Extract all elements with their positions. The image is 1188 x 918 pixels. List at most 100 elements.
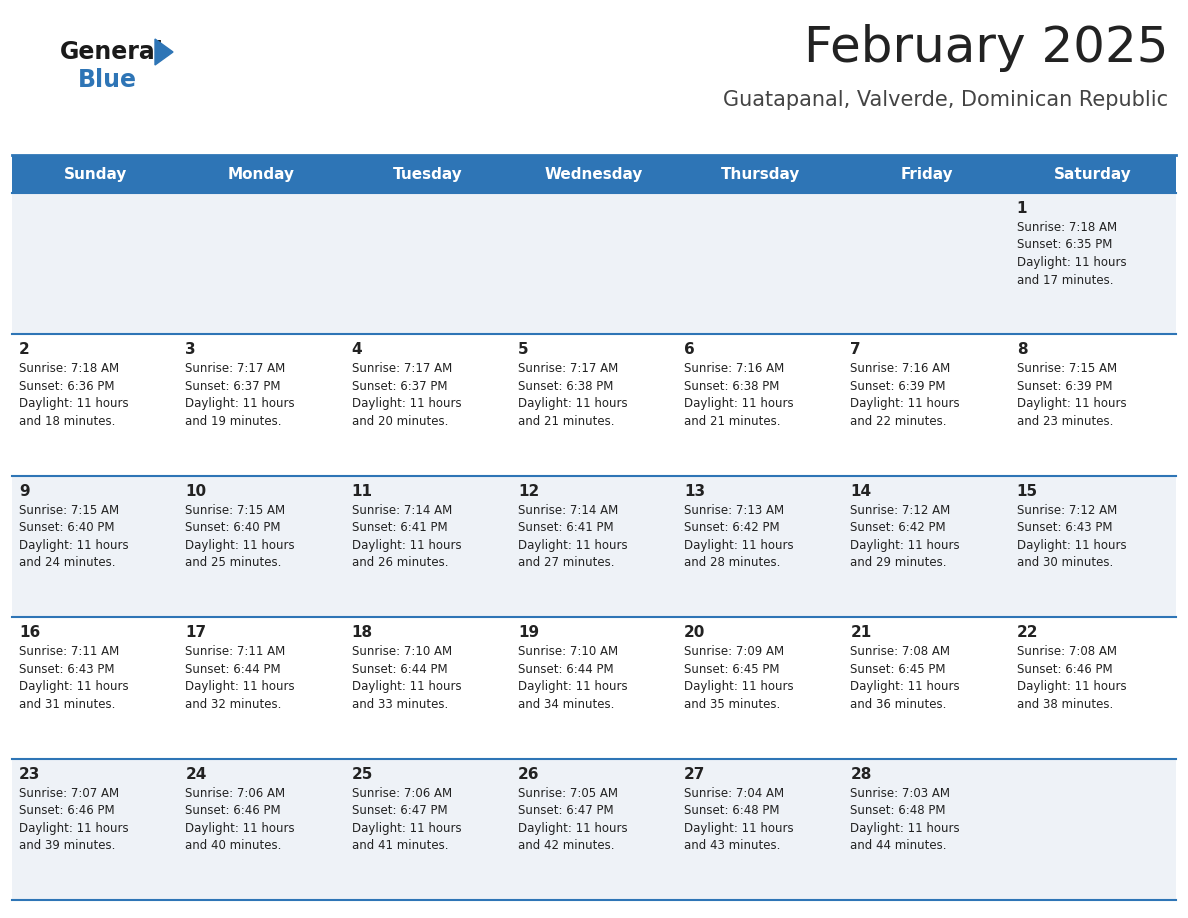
Text: and 29 minutes.: and 29 minutes. [851,556,947,569]
Text: Sunrise: 7:17 AM: Sunrise: 7:17 AM [518,363,618,375]
Text: and 22 minutes.: and 22 minutes. [851,415,947,428]
Text: 14: 14 [851,484,872,498]
Text: Monday: Monday [228,166,295,182]
Text: Friday: Friday [901,166,953,182]
Text: Sunrise: 7:17 AM: Sunrise: 7:17 AM [185,363,285,375]
Text: Tuesday: Tuesday [393,166,462,182]
Text: 15: 15 [1017,484,1038,498]
Text: Daylight: 11 hours: Daylight: 11 hours [684,822,794,834]
Text: Sunset: 6:46 PM: Sunset: 6:46 PM [185,804,280,817]
Text: Daylight: 11 hours: Daylight: 11 hours [1017,397,1126,410]
Bar [12,617,1176,758]
Bar [178,155,345,193]
Text: Sunrise: 7:15 AM: Sunrise: 7:15 AM [19,504,119,517]
Text: and 28 minutes.: and 28 minutes. [684,556,781,569]
Bar [12,334,1176,476]
Text: Daylight: 11 hours: Daylight: 11 hours [518,822,627,834]
Text: 16: 16 [19,625,40,640]
Text: Sunset: 6:43 PM: Sunset: 6:43 PM [19,663,114,676]
Text: and 38 minutes.: and 38 minutes. [1017,698,1113,711]
Text: Sunrise: 7:06 AM: Sunrise: 7:06 AM [185,787,285,800]
Text: Sunset: 6:41 PM: Sunset: 6:41 PM [352,521,447,534]
Text: Daylight: 11 hours: Daylight: 11 hours [352,397,461,410]
Polygon shape [154,39,173,65]
Text: Sunrise: 7:14 AM: Sunrise: 7:14 AM [352,504,451,517]
Text: Sunset: 6:46 PM: Sunset: 6:46 PM [19,804,114,817]
Text: 23: 23 [19,767,40,781]
Text: Sunset: 6:43 PM: Sunset: 6:43 PM [1017,521,1112,534]
Text: and 18 minutes.: and 18 minutes. [19,415,115,428]
Text: Daylight: 11 hours: Daylight: 11 hours [851,539,960,552]
Text: Blue: Blue [78,68,137,92]
Text: Daylight: 11 hours: Daylight: 11 hours [851,397,960,410]
Text: and 40 minutes.: and 40 minutes. [185,839,282,852]
Text: and 44 minutes.: and 44 minutes. [851,839,947,852]
Bar [677,155,843,193]
Text: and 42 minutes.: and 42 minutes. [518,839,614,852]
Text: Sunset: 6:44 PM: Sunset: 6:44 PM [185,663,280,676]
Text: 13: 13 [684,484,706,498]
Text: Daylight: 11 hours: Daylight: 11 hours [352,822,461,834]
Text: Sunset: 6:40 PM: Sunset: 6:40 PM [19,521,114,534]
Text: Sunset: 6:44 PM: Sunset: 6:44 PM [352,663,447,676]
Text: and 17 minutes.: and 17 minutes. [1017,274,1113,286]
Text: 17: 17 [185,625,207,640]
Text: Sunset: 6:39 PM: Sunset: 6:39 PM [1017,380,1112,393]
Text: and 32 minutes.: and 32 minutes. [185,698,282,711]
Text: Guatapanal, Valverde, Dominican Republic: Guatapanal, Valverde, Dominican Republic [722,90,1168,110]
Text: Daylight: 11 hours: Daylight: 11 hours [185,397,295,410]
Text: Daylight: 11 hours: Daylight: 11 hours [1017,680,1126,693]
Text: February 2025: February 2025 [803,24,1168,72]
Text: Daylight: 11 hours: Daylight: 11 hours [185,680,295,693]
Text: 7: 7 [851,342,861,357]
Text: 8: 8 [1017,342,1028,357]
Text: Sunrise: 7:16 AM: Sunrise: 7:16 AM [851,363,950,375]
Text: and 20 minutes.: and 20 minutes. [352,415,448,428]
Text: Sunset: 6:47 PM: Sunset: 6:47 PM [518,804,613,817]
Text: Sunset: 6:42 PM: Sunset: 6:42 PM [851,521,946,534]
Text: and 21 minutes.: and 21 minutes. [684,415,781,428]
Text: Sunset: 6:48 PM: Sunset: 6:48 PM [851,804,946,817]
Text: Daylight: 11 hours: Daylight: 11 hours [851,680,960,693]
Text: Sunset: 6:45 PM: Sunset: 6:45 PM [851,663,946,676]
Text: and 23 minutes.: and 23 minutes. [1017,415,1113,428]
Text: Daylight: 11 hours: Daylight: 11 hours [185,539,295,552]
Text: Sunrise: 7:16 AM: Sunrise: 7:16 AM [684,363,784,375]
Bar [1010,155,1176,193]
Bar [345,155,511,193]
Text: Daylight: 11 hours: Daylight: 11 hours [518,680,627,693]
Text: Sunset: 6:42 PM: Sunset: 6:42 PM [684,521,779,534]
Text: 2: 2 [19,342,30,357]
Text: Sunset: 6:45 PM: Sunset: 6:45 PM [684,663,779,676]
Text: Sunrise: 7:03 AM: Sunrise: 7:03 AM [851,787,950,800]
Text: Sunrise: 7:08 AM: Sunrise: 7:08 AM [851,645,950,658]
Text: Daylight: 11 hours: Daylight: 11 hours [518,539,627,552]
Text: Sunday: Sunday [63,166,127,182]
Text: and 24 minutes.: and 24 minutes. [19,556,115,569]
Bar [843,155,1010,193]
Text: Saturday: Saturday [1054,166,1132,182]
Text: Daylight: 11 hours: Daylight: 11 hours [19,397,128,410]
Text: Sunrise: 7:06 AM: Sunrise: 7:06 AM [352,787,451,800]
Text: Daylight: 11 hours: Daylight: 11 hours [684,680,794,693]
Text: Sunrise: 7:04 AM: Sunrise: 7:04 AM [684,787,784,800]
Text: 11: 11 [352,484,373,498]
Text: 25: 25 [352,767,373,781]
Bar [12,193,1176,334]
Text: Daylight: 11 hours: Daylight: 11 hours [851,822,960,834]
Text: Sunset: 6:39 PM: Sunset: 6:39 PM [851,380,946,393]
Text: Sunrise: 7:12 AM: Sunrise: 7:12 AM [851,504,950,517]
Text: 21: 21 [851,625,872,640]
Text: Sunrise: 7:18 AM: Sunrise: 7:18 AM [19,363,119,375]
Bar [12,155,178,193]
Text: Daylight: 11 hours: Daylight: 11 hours [518,397,627,410]
Text: 4: 4 [352,342,362,357]
Text: Daylight: 11 hours: Daylight: 11 hours [1017,256,1126,269]
Text: Sunset: 6:44 PM: Sunset: 6:44 PM [518,663,613,676]
Text: Daylight: 11 hours: Daylight: 11 hours [352,680,461,693]
Bar [12,758,1176,900]
Text: and 27 minutes.: and 27 minutes. [518,556,614,569]
Text: Daylight: 11 hours: Daylight: 11 hours [1017,539,1126,552]
Text: Sunrise: 7:11 AM: Sunrise: 7:11 AM [185,645,285,658]
Text: Daylight: 11 hours: Daylight: 11 hours [352,539,461,552]
